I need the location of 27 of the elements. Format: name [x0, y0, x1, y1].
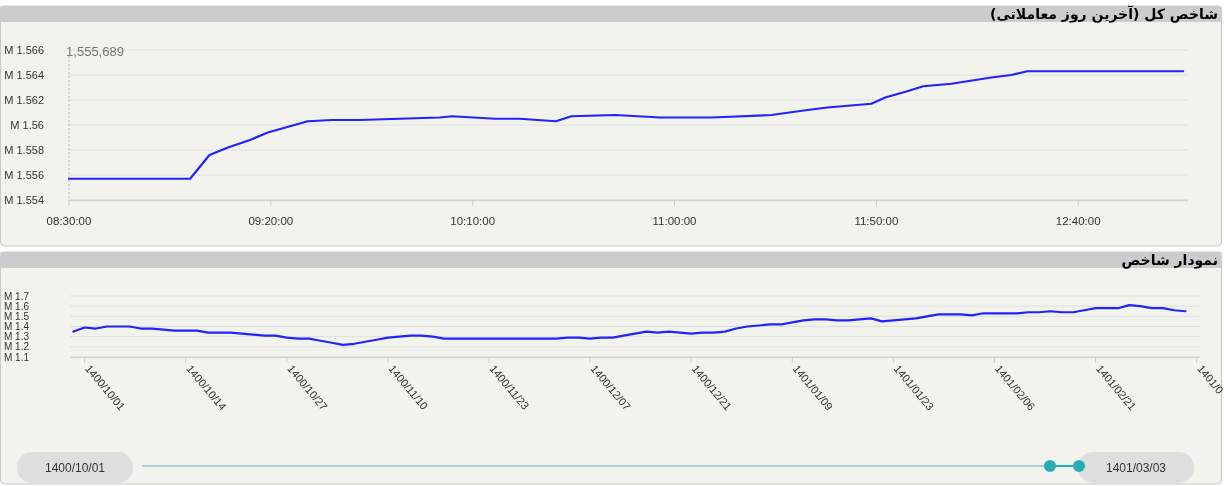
y-tick-label: 1.7 M [3, 290, 30, 302]
y-tick-label: 1.2 M [3, 341, 30, 353]
y-tick-label: 1.6 M [3, 300, 30, 312]
y-tick-label: 1.56 M [10, 118, 44, 131]
x-tick-label: 11:50:00 [854, 215, 899, 227]
line-series [72, 304, 1187, 346]
y-tick-label: 1.1 M [3, 351, 30, 363]
x-tick-label: 10:10:00 [450, 215, 496, 227]
text: 1400/10/01 [44, 461, 106, 475]
y-tick-label: 1.558 M [4, 143, 44, 156]
y-tick-label: 1.556 M [4, 168, 44, 181]
y-tick-label: 1.5 M [3, 310, 30, 322]
y-tick-label: 1.554 M [4, 193, 44, 206]
x-tick-label: 11:00:00 [652, 215, 697, 227]
y-tick-label: 1.566 M [4, 43, 44, 56]
x-tick-label: 09:20:00 [248, 215, 294, 227]
annotation: 1,555,689 [66, 44, 124, 59]
y-tick-label: 1.3 M [3, 331, 30, 343]
chart-title: شاخص کل (آخرین روز معاملاتی) [990, 5, 1218, 23]
y-tick-label: 1.562 M [4, 93, 44, 106]
line-series [67, 70, 1185, 180]
x-tick-label: 12:40:00 [1055, 215, 1101, 227]
y-tick-label: 1.4 M [3, 321, 30, 332]
chart-title: نمودار شاخص [1121, 252, 1218, 269]
x-tick-label: 08:30:00 [46, 215, 92, 227]
y-tick-label: 1.564 M [4, 68, 44, 81]
text: 1401/03/03 [1105, 461, 1167, 475]
